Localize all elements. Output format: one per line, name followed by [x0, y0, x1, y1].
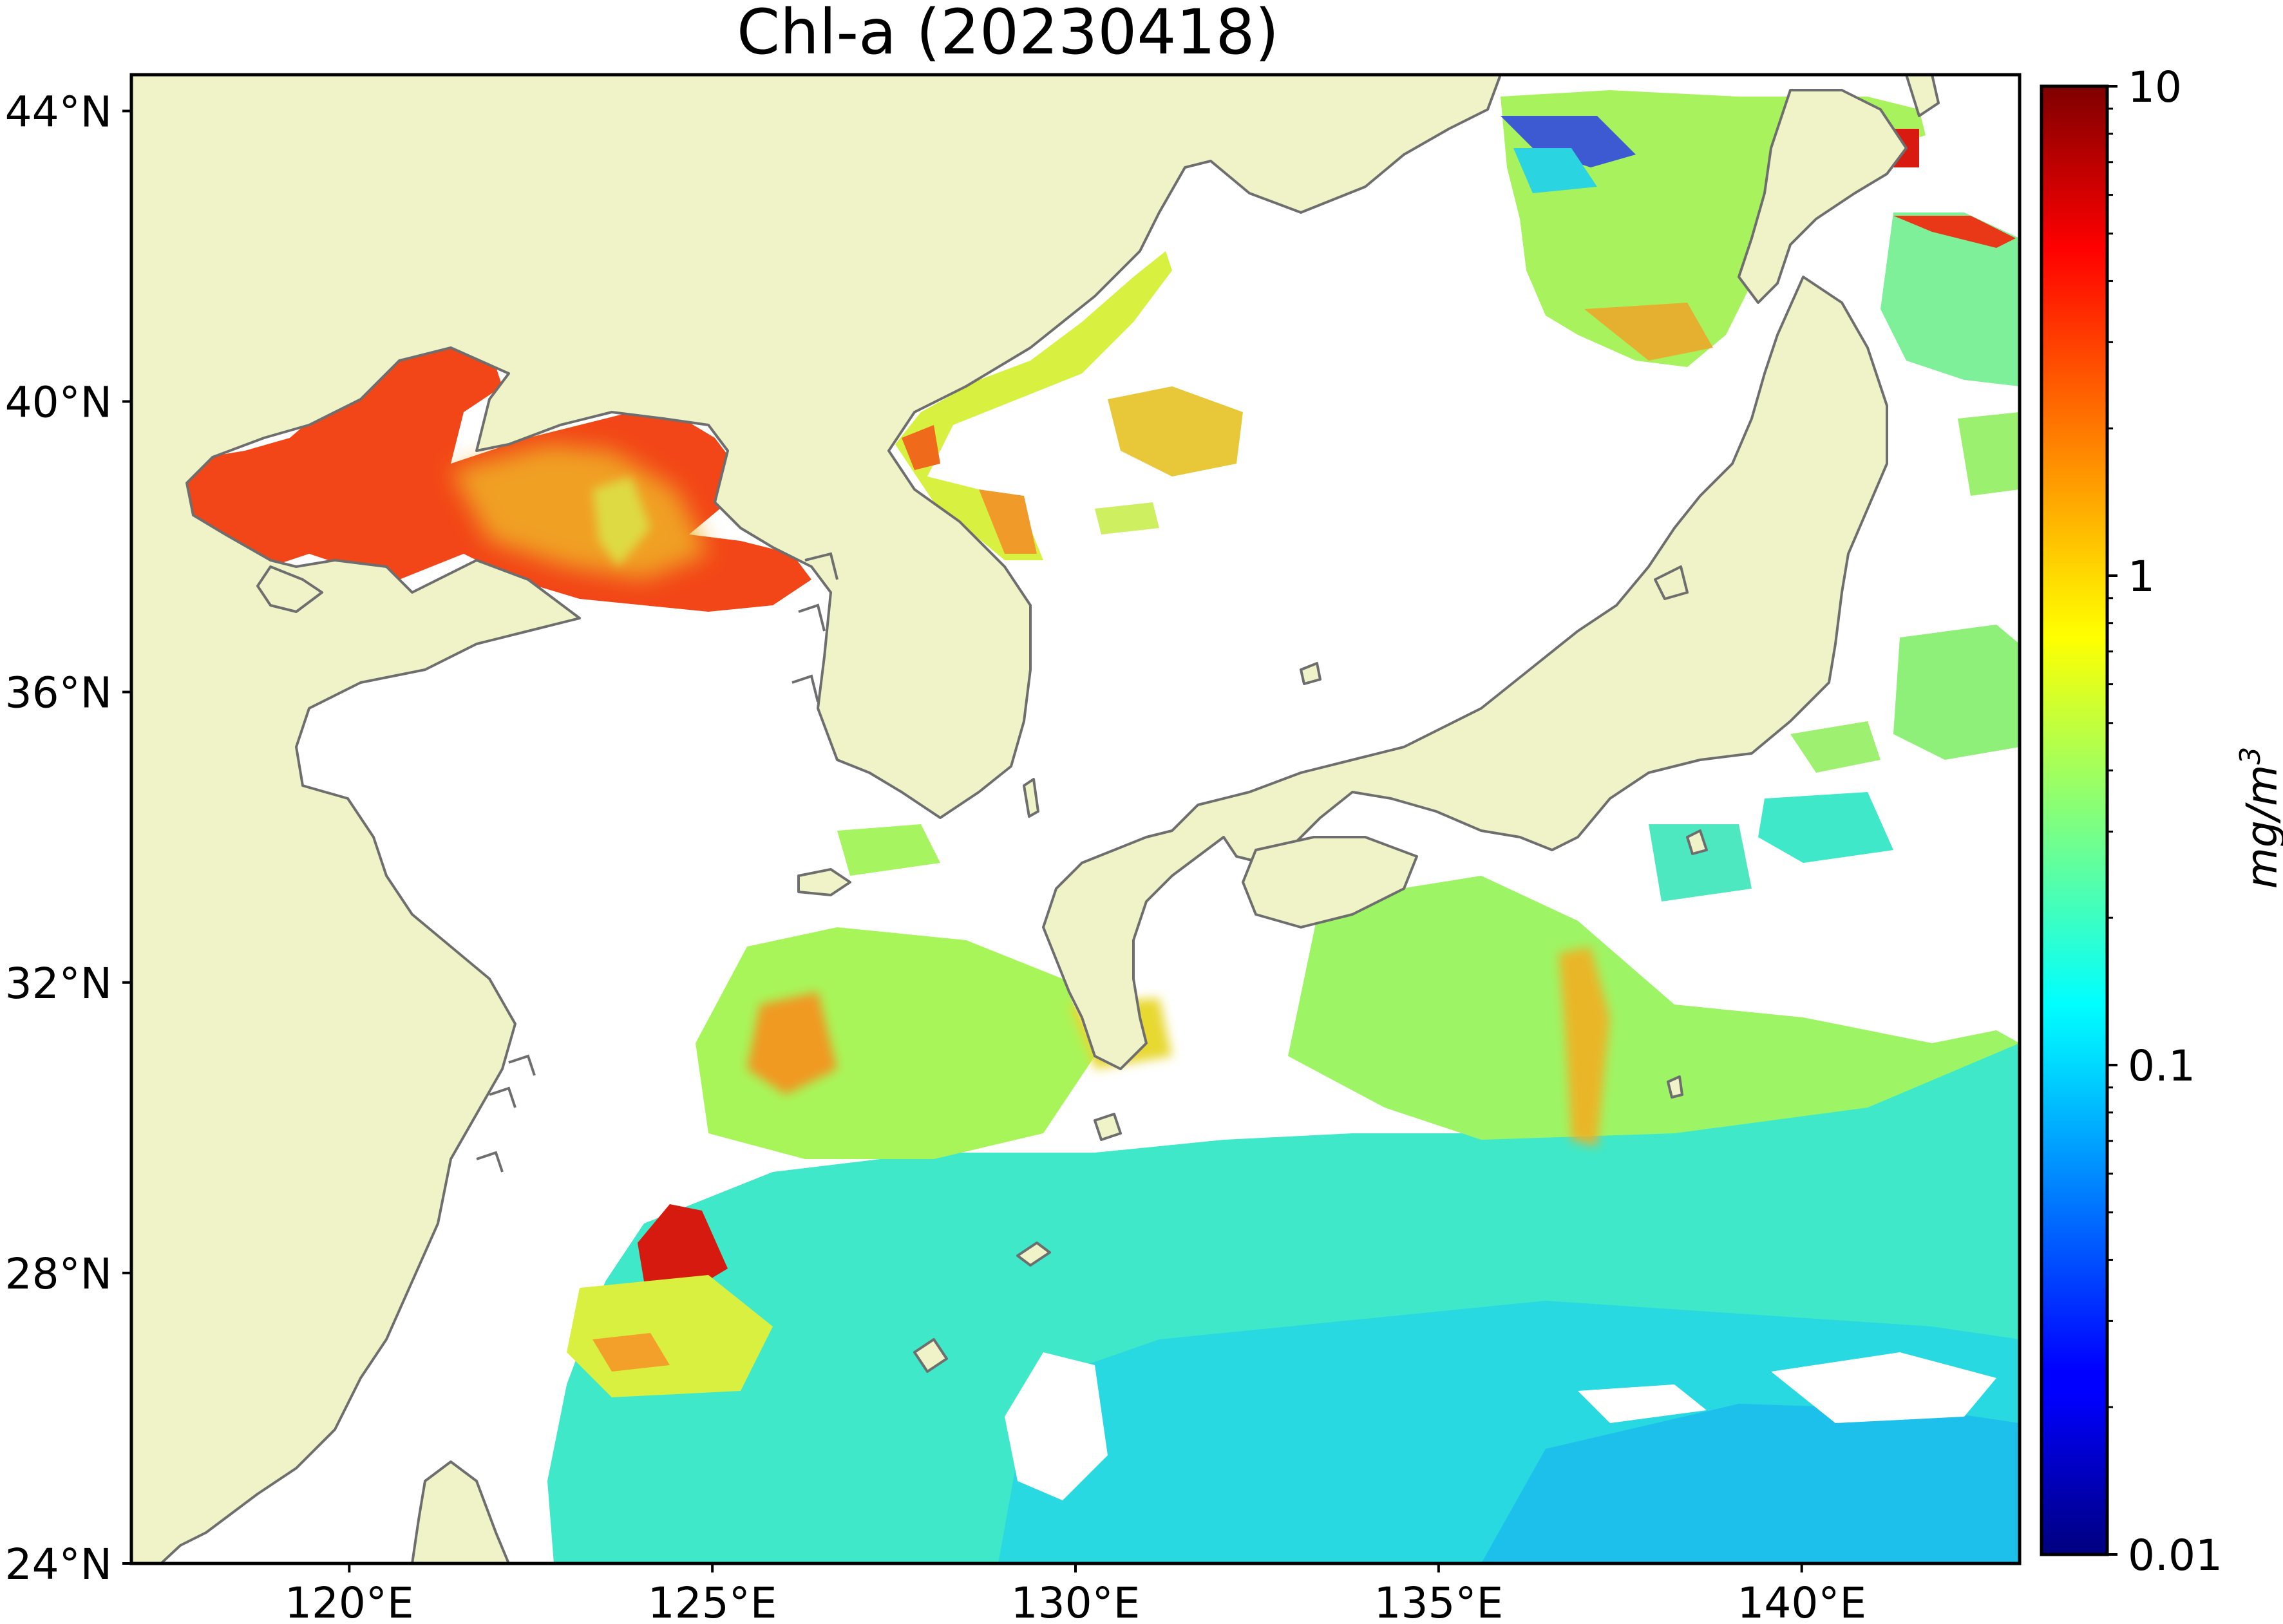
- colorbar-unit-label: mg/m3: [2234, 747, 2283, 889]
- colorbar-tick-label: 1: [2128, 552, 2155, 601]
- data-field-deep-blue: [1481, 1404, 2020, 1563]
- colorbar-minor-ticks: [2107, 108, 2113, 1408]
- colorbar-tick-label: 10: [2128, 62, 2182, 112]
- land-japan-shikoku: [1242, 836, 1418, 929]
- land-japan-honshu: [1042, 276, 1888, 1070]
- data-field-pacific-north: [1880, 212, 2020, 386]
- data-hotspot: [1558, 947, 1610, 1146]
- colorbar-tick-label: 0.1: [2128, 1041, 2195, 1091]
- data-low-chl-patch: [1501, 116, 1636, 167]
- colorbar-tick-label: 0.01: [2128, 1531, 2222, 1580]
- data-patch: [1790, 721, 1880, 773]
- land-izu-island: [1667, 1075, 1683, 1099]
- colorbar-axis: 10 1 0.1 0.01: [2107, 62, 2222, 1580]
- cloud-gap: [1578, 1384, 1707, 1423]
- lon-tick-label: 130°E: [1011, 1578, 1141, 1624]
- map-title: Chl-a (20230418): [736, 0, 1280, 68]
- colorbar-frame: [2040, 84, 2109, 1556]
- land-okinawa: [913, 1338, 948, 1373]
- land-izu-island: [1686, 829, 1708, 855]
- land-yakushima: [1094, 1113, 1122, 1141]
- land-jeju: [797, 868, 851, 896]
- lat-tick-label: 40°N: [5, 378, 112, 428]
- data-hotspot: [592, 1333, 670, 1372]
- data-patch: [837, 824, 940, 876]
- land-layer: [131, 75, 1940, 1563]
- lon-tick-label: 140°E: [1737, 1578, 1866, 1624]
- lon-axis: 120°E 125°E 130°E 135°E 140°E: [285, 1563, 1866, 1624]
- data-patch: [1649, 824, 1752, 902]
- data-patch: [592, 477, 650, 567]
- land-sakhalin: [1905, 75, 1940, 117]
- lon-tick-label: 125°E: [648, 1578, 777, 1624]
- data-high-chl-patch: [638, 1204, 728, 1288]
- lon-tick-label: 135°E: [1374, 1578, 1504, 1624]
- data-patch: [1958, 412, 2020, 496]
- data-field-ecs: [696, 927, 1095, 1159]
- land-sado: [1654, 565, 1689, 600]
- cloud-gap: [1771, 1352, 1996, 1423]
- land-amami: [1016, 1242, 1051, 1267]
- data-patch: [1108, 386, 1243, 477]
- lat-tick-label: 36°N: [5, 668, 112, 718]
- data-hotspot: [979, 489, 1037, 554]
- data-hotspot: [747, 992, 837, 1095]
- lat-tick-label: 44°N: [5, 87, 112, 137]
- data-field-shikoku-south: [1288, 876, 2020, 1140]
- lat-tick-label: 28°N: [5, 1249, 112, 1299]
- lat-tick-label: 24°N: [5, 1540, 112, 1589]
- lat-axis: 44°N 40°N 36°N 32°N 28°N 24°N: [5, 87, 131, 1589]
- land-japan-hokkaido: [1738, 89, 1908, 304]
- cloud-gap: [1005, 1352, 1108, 1500]
- land-tsushima: [1023, 778, 1039, 818]
- lon-tick-label: 120°E: [285, 1578, 414, 1624]
- data-patch: [1758, 792, 1893, 863]
- data-patch: [1893, 625, 2020, 760]
- data-patch: [1095, 502, 1159, 534]
- lat-tick-label: 32°N: [5, 959, 112, 1008]
- land-mainland-asia: [131, 75, 1502, 1563]
- data-field-korea-east: [895, 251, 1172, 560]
- data-hotspot: [1584, 303, 1713, 361]
- data-patch: [1513, 148, 1597, 193]
- data-hotspot: [1893, 216, 2016, 248]
- coastal-islands: [476, 552, 838, 1173]
- land-taiwan: [411, 1460, 510, 1563]
- data-hotspot: [902, 425, 940, 470]
- land-miaodao: [256, 565, 323, 613]
- land-oki: [1300, 662, 1321, 685]
- colorbar-gradient: [2041, 86, 2107, 1554]
- data-field-yellow-sea-north: [451, 444, 708, 580]
